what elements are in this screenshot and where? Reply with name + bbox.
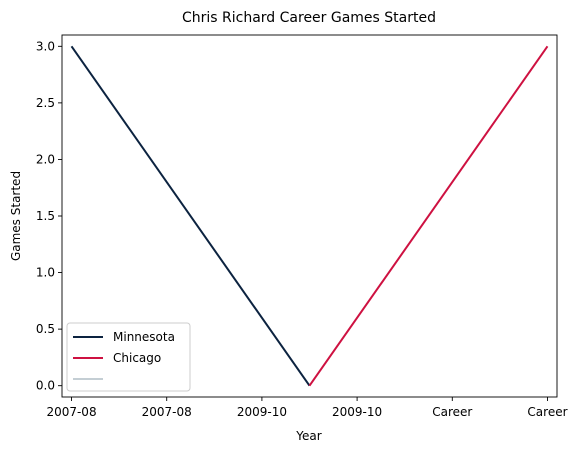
- x-tick-label: 2007-08: [142, 405, 192, 419]
- x-tick-label: Career: [527, 405, 567, 419]
- y-tick-label: 2.5: [36, 96, 55, 110]
- legend-label: Minnesota: [113, 330, 175, 344]
- x-tick-label: 2009-10: [332, 405, 382, 419]
- legend: Minnesota Chicago: [67, 323, 190, 391]
- x-tick-label: 2009-10: [237, 405, 287, 419]
- y-tick-label: 0.0: [36, 379, 55, 393]
- y-tick-label: 3.0: [36, 39, 55, 53]
- y-axis-ticks: 0.0 0.5 1.0 1.5 2.0 2.5 3.0: [36, 39, 62, 392]
- chart-title: Chris Richard Career Games Started: [182, 10, 436, 26]
- series-line-chicago: [310, 46, 548, 385]
- x-tick-label: 2007-08: [46, 405, 96, 419]
- y-axis-label: Games Started: [9, 171, 23, 261]
- y-tick-label: 2.0: [36, 152, 55, 166]
- y-tick-label: 1.5: [36, 209, 55, 223]
- y-tick-label: 1.0: [36, 266, 55, 280]
- x-axis-label: Year: [295, 429, 321, 443]
- y-tick-label: 0.5: [36, 322, 55, 336]
- x-axis-ticks: 2007-08 2007-08 2009-10 2009-10 Career Career: [46, 397, 567, 419]
- x-tick-label: Career: [432, 405, 472, 419]
- legend-label: Chicago: [113, 351, 161, 365]
